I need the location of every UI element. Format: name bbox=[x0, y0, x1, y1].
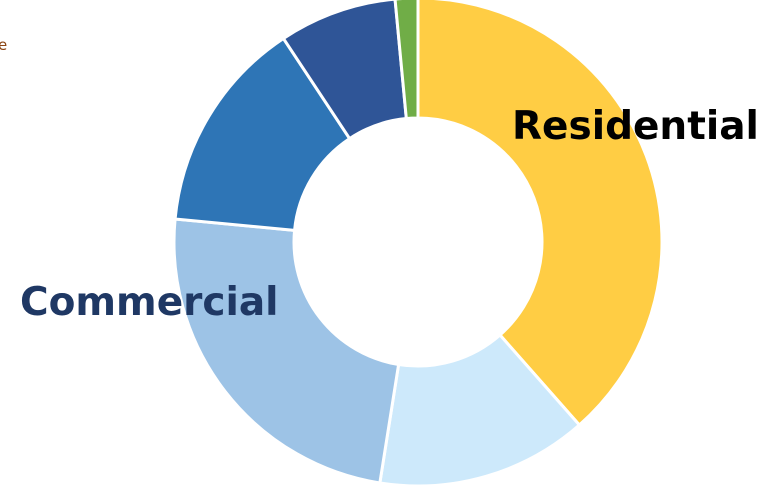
donut-slice-commercial bbox=[172, 217, 401, 485]
cropped-corner-text: e bbox=[0, 36, 8, 54]
donut-slice-segment-5 bbox=[281, 0, 408, 141]
commercial-label: Commercial bbox=[20, 280, 279, 325]
residential-label: Residential bbox=[512, 104, 759, 149]
donut-slice-segment-6 bbox=[393, 0, 420, 121]
donut-slice-residential bbox=[416, 0, 664, 427]
donut-slice-segment-2 bbox=[378, 333, 581, 488]
donut-slice-segment-4 bbox=[173, 36, 352, 232]
